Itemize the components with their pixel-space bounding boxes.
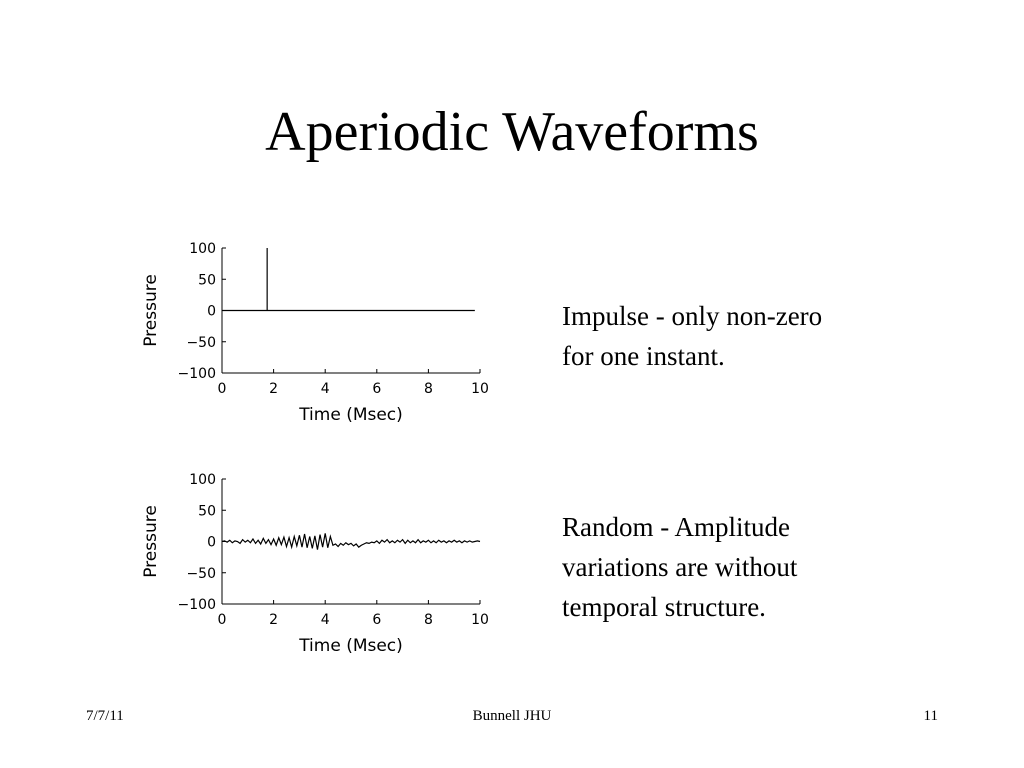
x-tick-label: 8 <box>424 612 433 628</box>
x-tick-label: 0 <box>218 612 227 628</box>
y-tick-label: −100 <box>178 366 216 382</box>
y-tick-label: 0 <box>207 535 216 551</box>
impulse-description: Impulse - only non-zero for one instant. <box>562 296 982 376</box>
y-tick-label: −50 <box>186 335 216 351</box>
x-tick-label: 8 <box>424 381 433 397</box>
series-line <box>222 248 475 312</box>
series-line <box>221 533 481 550</box>
description-line: variations are without <box>562 552 798 582</box>
x-tick-label: 6 <box>372 381 381 397</box>
y-tick-label: 50 <box>198 272 216 288</box>
description-line: Random - Amplitude <box>562 512 790 542</box>
x-tick-label: 10 <box>471 381 489 397</box>
description-line: for one instant. <box>562 341 725 371</box>
x-tick-label: 4 <box>321 381 330 397</box>
x-axis-label: Time (Msec) <box>298 405 403 425</box>
x-tick-label: 4 <box>321 612 330 628</box>
x-axis-label: Time (Msec) <box>298 636 403 656</box>
y-axis-label: Pressure <box>141 274 161 347</box>
y-tick-label: −50 <box>186 566 216 582</box>
x-tick-label: 2 <box>269 381 278 397</box>
x-tick-label: 6 <box>372 612 381 628</box>
y-tick-label: 0 <box>207 304 216 320</box>
random-description: Random - Amplitude variations are withou… <box>562 507 982 627</box>
footer-date: 7/7/11 <box>86 708 124 724</box>
footer-page-number: 11 <box>923 708 938 724</box>
slide-title: Aperiodic Waveforms <box>265 101 759 163</box>
footer-author: Bunnell JHU <box>472 708 552 724</box>
random-chart: 100 50 0 −50 −100 0 2 4 6 8 10 Time (Msec) Pressure <box>130 467 500 667</box>
x-tick-label: 0 <box>218 381 227 397</box>
description-line: temporal structure. <box>562 592 766 622</box>
y-tick-label: 100 <box>189 472 216 488</box>
y-tick-label: −100 <box>178 597 216 613</box>
y-axis-label: Pressure <box>141 505 161 578</box>
y-tick-label: 100 <box>189 241 216 257</box>
y-tick-label: 50 <box>198 503 216 519</box>
x-tick-label: 10 <box>471 612 489 628</box>
x-tick-label: 2 <box>269 612 278 628</box>
description-line: Impulse - only non-zero <box>562 301 823 331</box>
impulse-chart: 100 50 0 −50 −100 0 2 4 6 8 10 Time (Msec) Pressure <box>130 236 500 436</box>
